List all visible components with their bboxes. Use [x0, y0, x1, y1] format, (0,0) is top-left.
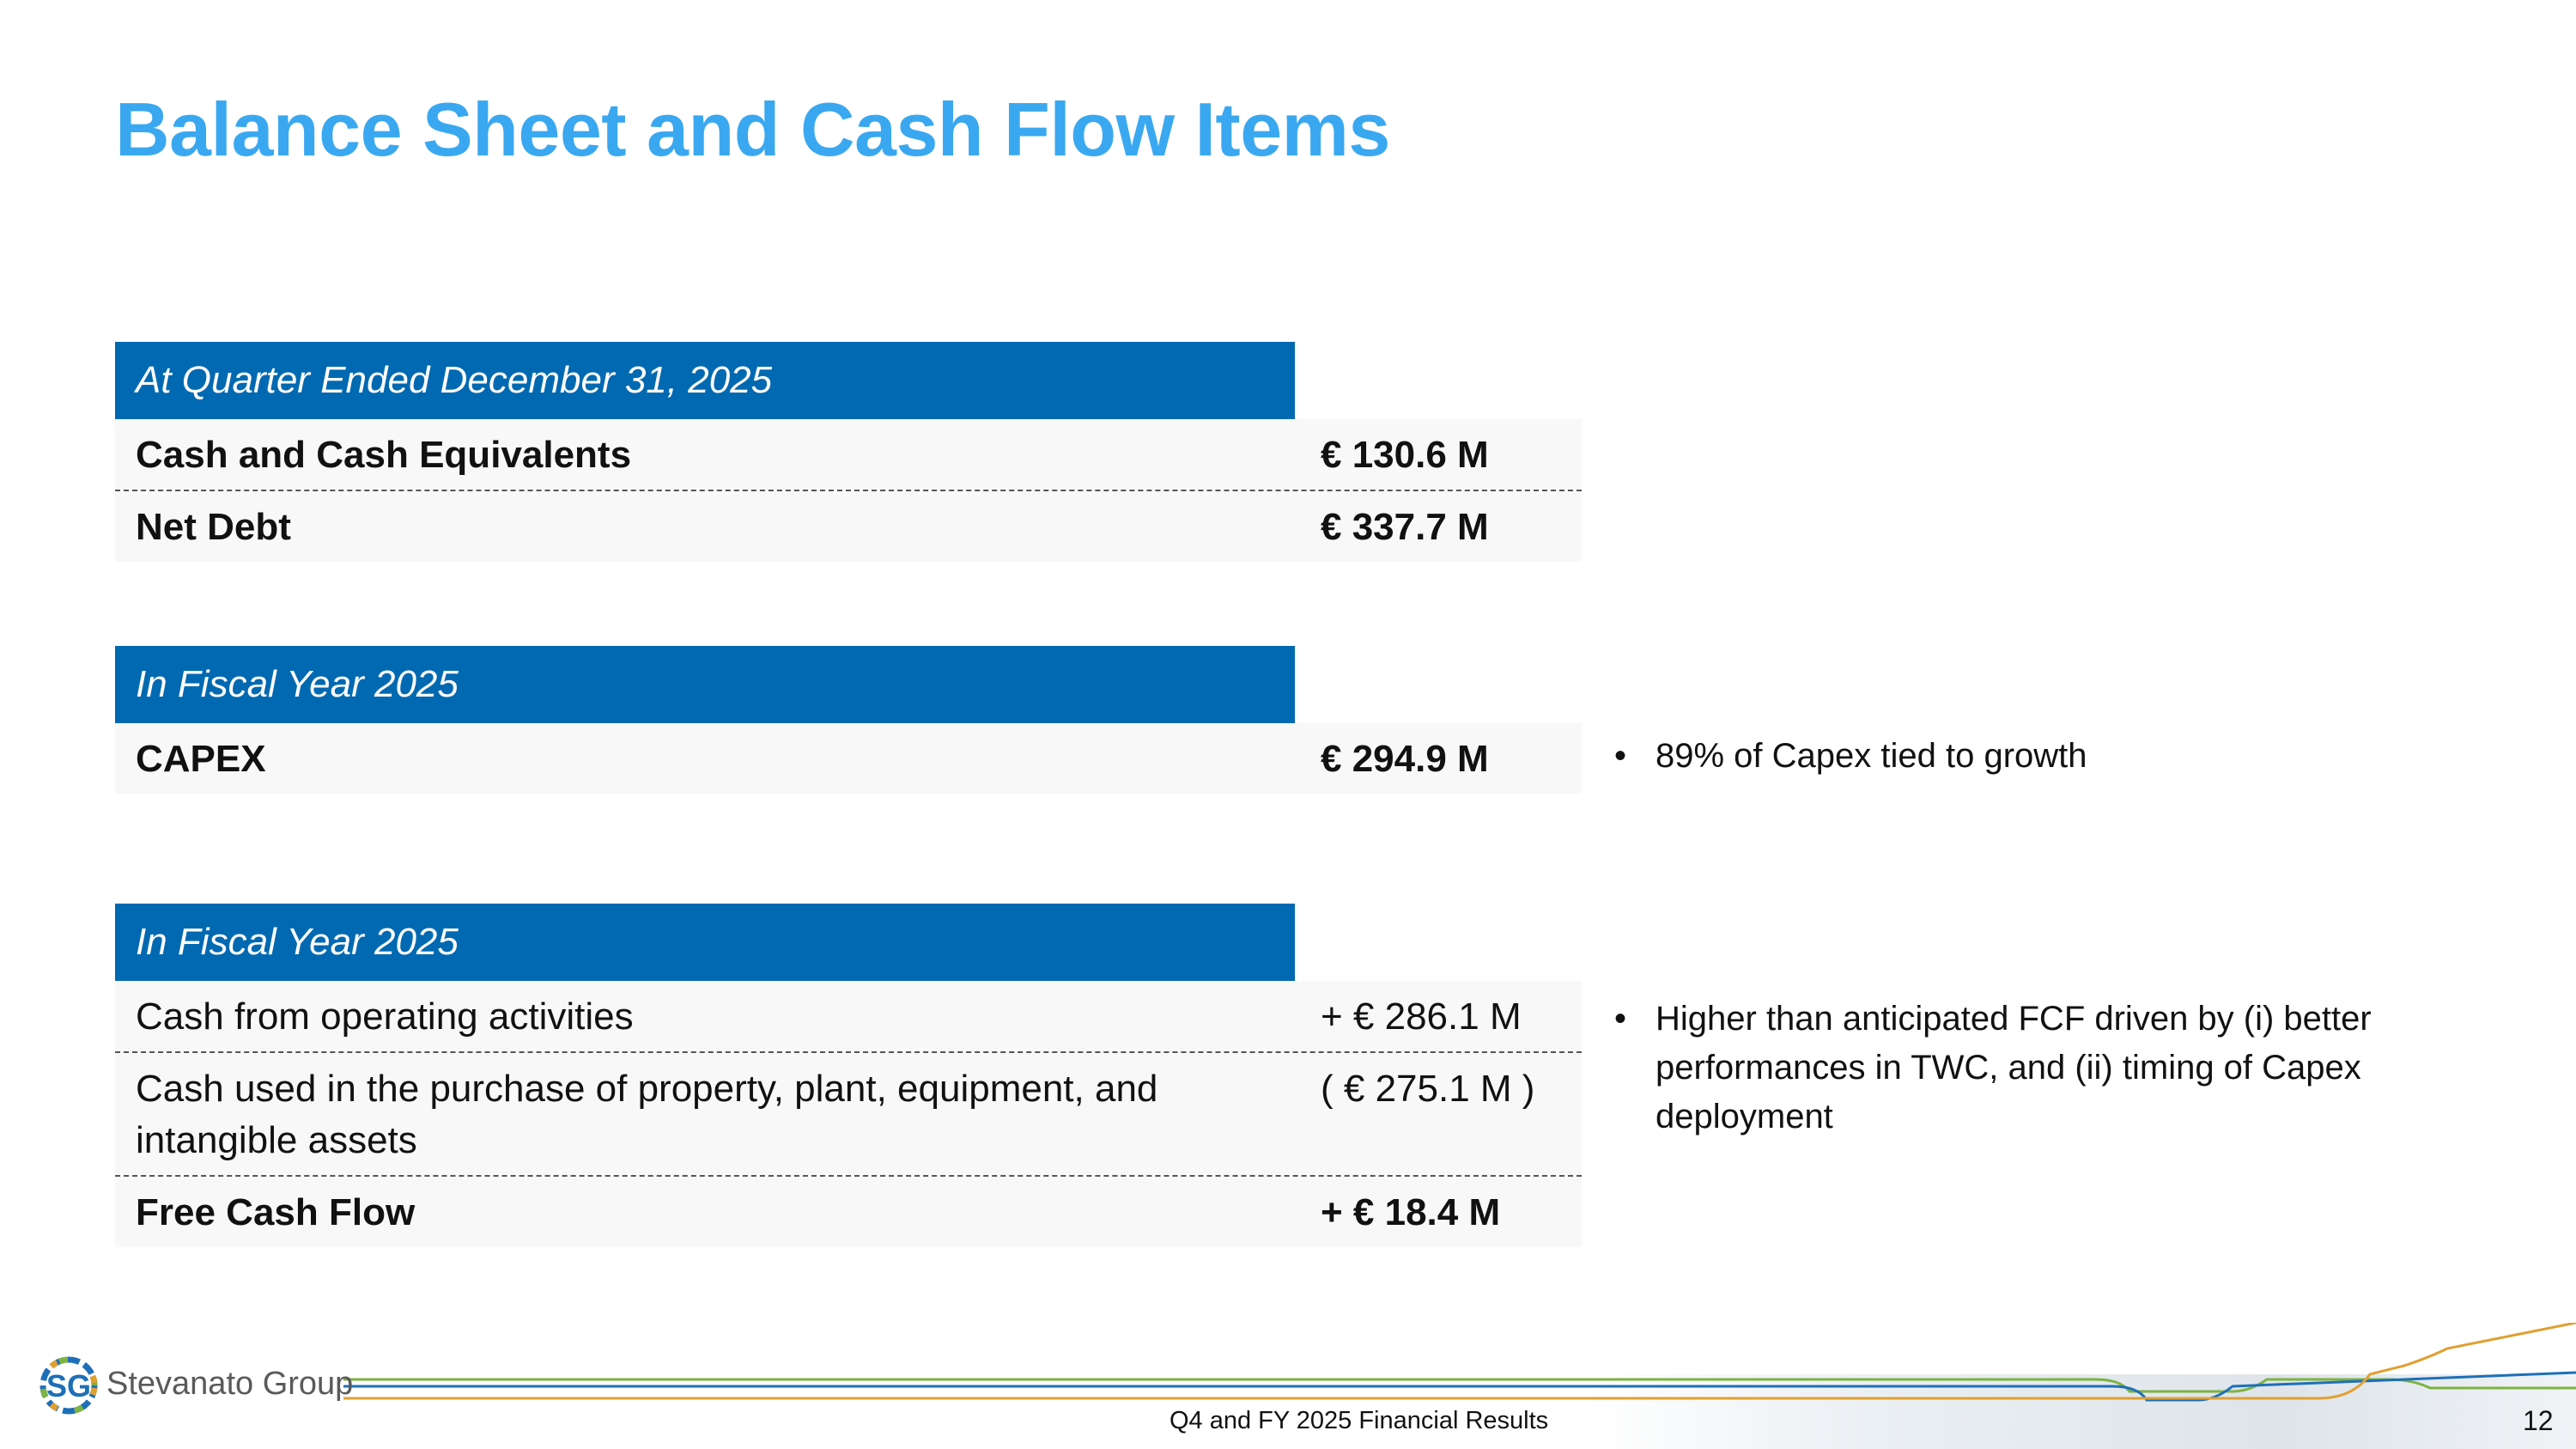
row-value: € 294.9 M — [1321, 738, 1489, 780]
table-row: Cash and Cash Equivalents € 130.6 M — [115, 419, 1582, 491]
row-label: Cash and Cash Equivalents — [136, 434, 632, 476]
row-value: ( € 275.1 M ) — [1321, 1068, 1535, 1110]
footer-lines-decoration — [343, 1323, 2576, 1402]
row-value: + € 18.4 M — [1321, 1191, 1501, 1233]
section-header: In Fiscal Year 2025 — [115, 904, 1295, 981]
row-label: Free Cash Flow — [136, 1191, 416, 1233]
bullet-fcf-note: • Higher than anticipated FCF driven by … — [1614, 995, 2473, 1142]
footer-report-title: Q4 and FY 2025 Financial Results — [1170, 1407, 1549, 1434]
bullet-text: 89% of Capex tied to growth — [1656, 737, 2087, 775]
bullet-dot-icon: • — [1614, 737, 1627, 775]
section-header: At Quarter Ended December 31, 2025 — [115, 342, 1295, 419]
page-number: 12 — [2523, 1405, 2554, 1436]
row-value: € 130.6 M — [1321, 434, 1489, 476]
row-label: Cash used in the purchase of property, p… — [136, 1068, 1158, 1161]
row-value: € 337.7 M — [1321, 506, 1489, 548]
row-label: Cash from operating activities — [136, 995, 634, 1038]
logo-mark-icon: SG — [39, 1356, 98, 1415]
company-name: Stevanato Group — [106, 1366, 354, 1402]
section-quarter-balance: At Quarter Ended December 31, 2025 Cash … — [115, 342, 1582, 562]
bullet-text: Higher than anticipated FCF driven by (i… — [1656, 1000, 2372, 1135]
logo-initials: SG — [46, 1368, 91, 1403]
bullet-capex-growth: • 89% of Capex tied to growth — [1614, 732, 2473, 781]
bullet-dot-icon: • — [1614, 1000, 1627, 1038]
section-header: In Fiscal Year 2025 — [115, 646, 1295, 723]
row-label: Net Debt — [136, 506, 291, 548]
row-value: + € 286.1 M — [1321, 995, 1522, 1038]
section-fy-capex: In Fiscal Year 2025 CAPEX € 294.9 M — [115, 646, 1582, 794]
table-row: Net Debt € 337.7 M — [115, 491, 1582, 562]
row-label: CAPEX — [136, 738, 266, 780]
page-title: Balance Sheet and Cash Flow Items — [115, 87, 1390, 172]
section-fy-cashflow: In Fiscal Year 2025 Cash from operating … — [115, 904, 1582, 1247]
table-row: Cash from operating activities + € 286.1… — [115, 981, 1582, 1053]
company-logo: SG — [33, 1347, 342, 1424]
table-row: Free Cash Flow + € 18.4 M — [115, 1177, 1582, 1247]
table-row: CAPEX € 294.9 M — [115, 723, 1582, 794]
table-row: Cash used in the purchase of property, p… — [115, 1053, 1582, 1177]
